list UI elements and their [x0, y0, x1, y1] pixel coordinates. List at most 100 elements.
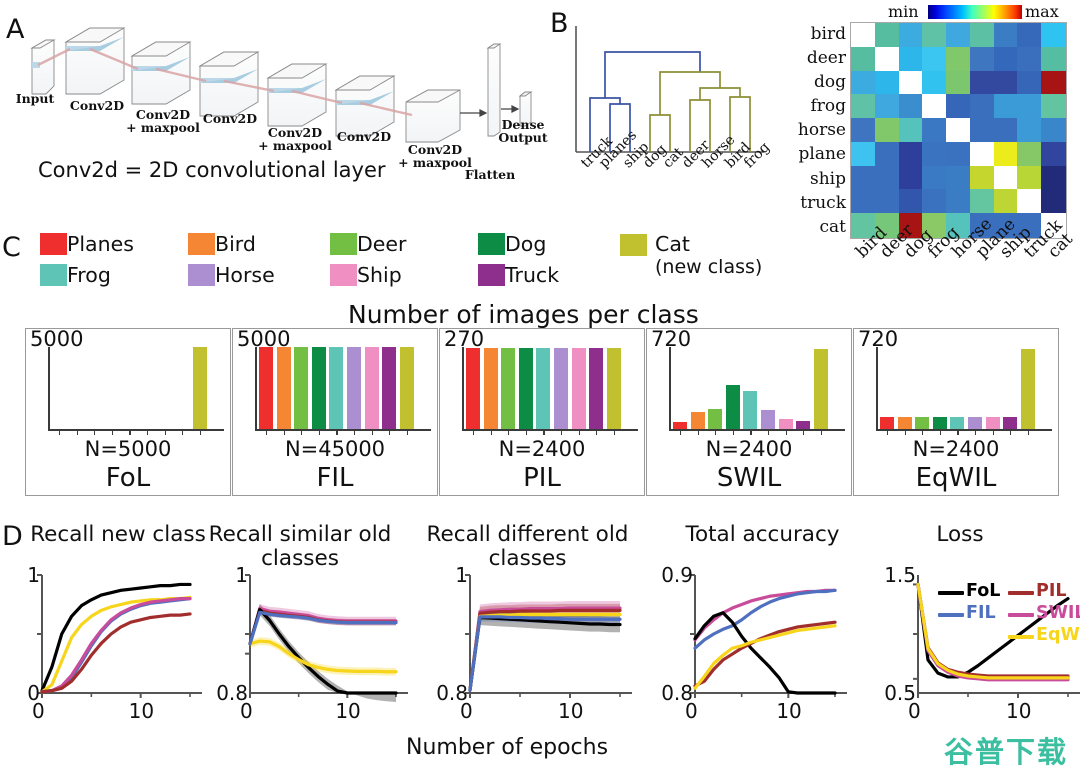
heatmap-cell [969, 189, 995, 214]
legend-label: Bird [215, 232, 256, 256]
heatmap-cell [1041, 70, 1066, 95]
x-tick [1010, 430, 1012, 435]
x-tick-label-0: 0 [460, 699, 473, 723]
bar [589, 347, 604, 429]
plot-title: Recall different old classes [426, 522, 629, 571]
y-tick-label-top: 0.9 [661, 563, 693, 587]
plot-title: Total accuracy [685, 522, 840, 547]
heatmap-cell [851, 213, 876, 238]
class-color-legend: Planes Frog Bird Horse Deer Ship Dog Truck Cat (n… [40, 232, 762, 294]
bar [483, 347, 498, 429]
y-tick-label-bottom: 0 [27, 681, 40, 705]
x-tick [266, 430, 268, 435]
series-line-eqwil [693, 624, 837, 690]
bar [761, 409, 775, 429]
legend-item: Ship [330, 263, 402, 287]
heatmap-cell [1041, 213, 1066, 238]
watermark: 谷普下载 [943, 735, 1068, 769]
heatmap-cell [993, 165, 1019, 191]
heatmap-cell [898, 165, 923, 191]
heatmap-cell [874, 118, 900, 143]
legend-swatch [330, 264, 357, 286]
x-tick [354, 430, 356, 435]
heatmap-cell [969, 70, 995, 95]
x-tick [111, 430, 114, 435]
heatmap-cell [898, 70, 923, 95]
x-axis [876, 429, 1052, 431]
layer-label-conv6: Conv2D + maxpool [398, 142, 472, 170]
heatmap-row-label-deer: deer [806, 48, 846, 69]
legend-line-fol [938, 591, 964, 595]
heatmap-row-label-plane: plane [798, 144, 846, 165]
x-tick [750, 430, 752, 435]
dendrogram-tree [575, 26, 764, 153]
legend-label-swil: SWIL [1036, 603, 1080, 623]
heatmap-cell [946, 213, 971, 238]
bar [364, 347, 379, 429]
series-line-fil [248, 610, 398, 646]
x-axis-caption: Number of epochs [406, 735, 609, 760]
heatmap-cell [922, 118, 947, 143]
legend-sublabel-cat: (new class) [655, 256, 763, 278]
bar [518, 347, 533, 429]
heatmap-cell [922, 213, 947, 238]
y-tick-label-top: 1 [455, 563, 468, 587]
panel-c-letter: C [2, 232, 21, 263]
legend-swatch [40, 233, 67, 255]
panel-a-architecture: A [0, 0, 548, 225]
x-tick [164, 430, 166, 435]
bar [606, 347, 621, 429]
bar [897, 417, 912, 429]
heatmap-grid [850, 22, 1067, 239]
bar [743, 391, 758, 429]
x-tick [992, 430, 994, 435]
legend-label-pil: PIL [1036, 581, 1067, 601]
x-tick [975, 430, 977, 435]
heatmap-cell [969, 141, 995, 167]
x-tick [785, 430, 787, 435]
panel-c-class-distributions: C Planes Frog Bird Horse Deer Ship Dog Truck Cat… [0, 228, 1080, 513]
y-tick-label-top: 1 [235, 563, 248, 587]
bar [501, 347, 516, 429]
legend-label-fol: FoL [966, 581, 1001, 601]
heatmap-row-label-frog: frog [810, 96, 846, 117]
heatmap-cell [1017, 94, 1042, 119]
legend-label-cat: Cat [655, 232, 690, 256]
legend-item-cat: Cat (new class) [620, 232, 762, 278]
layer-label-conv1: Conv2D [69, 98, 125, 113]
legend-label: Horse [215, 263, 275, 287]
heatmap-cell [874, 165, 900, 191]
x-tick [613, 430, 616, 435]
x-tick [59, 430, 61, 435]
bar [311, 347, 326, 429]
layer-label-dense: Dense Output [498, 117, 548, 145]
heatmap-cell [993, 46, 1019, 72]
heatmap-cell [946, 165, 971, 191]
sample-count-label: N=2400 [912, 437, 1000, 461]
heatmap-cell [851, 46, 876, 72]
heatmap-cell [946, 141, 971, 167]
bar [796, 421, 811, 429]
bar [329, 347, 344, 429]
heatmap-cell [1017, 118, 1042, 143]
heatmap-cell [874, 141, 900, 167]
legend-item: Truck [478, 263, 559, 287]
colorbar-max-label: max [1025, 2, 1059, 21]
panel-d-results: D Recall new class 1 0 0 10 Recall similar ol… [0, 513, 1080, 775]
legend-label-fil: FIL [966, 603, 996, 623]
sample-count-label: N=2400 [498, 437, 586, 461]
bar [1003, 417, 1018, 429]
x-tick [820, 430, 823, 435]
x-tick [768, 430, 770, 435]
layer-label-input: Input [15, 91, 55, 106]
heatmap-row-label-truck: truck [800, 192, 846, 213]
legend-label: Dog [505, 232, 547, 256]
line-plot-0 [37, 574, 202, 698]
method-name-label: EqWIL [915, 463, 997, 493]
x-tick [389, 430, 391, 435]
sample-count-label: N=45000 [284, 437, 386, 461]
x-tick [803, 430, 805, 435]
heatmap-cell [1017, 213, 1042, 238]
x-tick [406, 430, 409, 435]
line-plot-3 [690, 574, 847, 698]
